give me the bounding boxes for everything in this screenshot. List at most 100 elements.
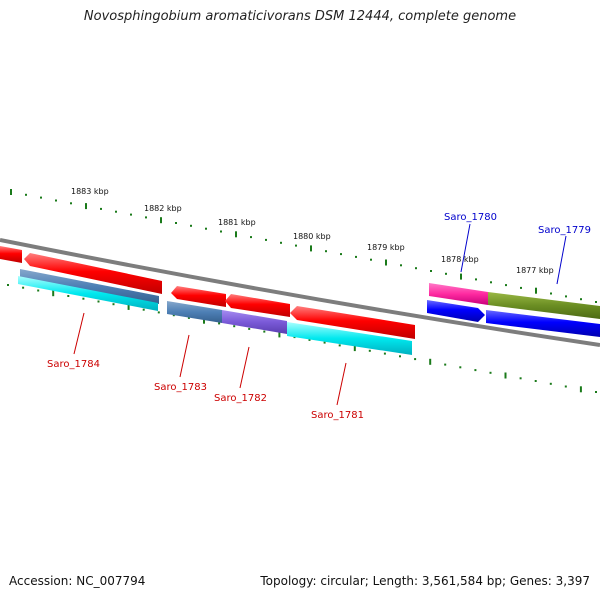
ruler-tick-top-minor bbox=[595, 301, 597, 303]
genome-backbone bbox=[0, 238, 600, 347]
gene-bar-saro-1780[interactable] bbox=[429, 283, 488, 305]
ruler-tick-top-minor bbox=[370, 258, 372, 261]
ruler-tick-top-minor bbox=[550, 292, 552, 295]
ruler-tick-bottom-minor bbox=[459, 366, 462, 369]
ruler-tick-bottom-minor bbox=[595, 391, 597, 393]
ruler-tick-bottom-minor bbox=[338, 344, 341, 347]
ruler-tick-top-minor bbox=[145, 216, 147, 219]
ruler-tick-top-minor bbox=[55, 199, 57, 202]
ruler-tick-bottom-major bbox=[127, 303, 130, 310]
ruler-tick-top-major bbox=[310, 245, 312, 252]
genome-title: Novosphingobium aromaticivorans DSM 1244… bbox=[83, 9, 517, 24]
ruler-tick-top-minor bbox=[25, 193, 27, 196]
cds-arrow-saro-1780[interactable] bbox=[427, 300, 485, 322]
ruler-ticks-bottom bbox=[7, 284, 597, 393]
ruler-tick-top-minor bbox=[100, 207, 102, 210]
gene-bar-saro-1781[interactable] bbox=[287, 322, 412, 355]
forward-gene-track bbox=[427, 283, 600, 337]
ruler-tick-top-minor bbox=[190, 224, 192, 227]
ruler-tick-bottom-minor bbox=[82, 297, 85, 300]
ruler-tick-top-major bbox=[460, 273, 462, 280]
genome-summary-text: Topology: circular; Length: 3,561,584 bp… bbox=[260, 574, 590, 588]
cds-arrow-saro-1783[interactable] bbox=[171, 286, 226, 307]
ruler-tick-bottom-minor bbox=[489, 371, 492, 374]
cds-arrow-saro-1781[interactable] bbox=[290, 306, 415, 339]
cds-arrow-saro-1779[interactable] bbox=[486, 310, 600, 337]
ruler-label-1878: 1878 kbp bbox=[441, 255, 479, 264]
ruler-tick-top-minor bbox=[475, 278, 477, 281]
ruler-tick-top-minor bbox=[265, 238, 267, 241]
cds-arrow-reverse[interactable] bbox=[0, 246, 22, 263]
gene-bar-saro-1784-steel[interactable] bbox=[20, 269, 159, 304]
ruler-tick-top-minor bbox=[115, 210, 117, 213]
ruler-tick-bottom-minor bbox=[248, 327, 251, 330]
ruler-tick-bottom-minor bbox=[323, 341, 326, 344]
ruler-tick-top-minor bbox=[250, 236, 252, 239]
ruler-tick-top-minor bbox=[580, 298, 582, 301]
ruler-tick-top-major bbox=[235, 231, 237, 238]
ruler-tick-bottom-minor bbox=[263, 330, 266, 333]
ruler-tick-top-major bbox=[10, 189, 12, 195]
ruler-tick-bottom-major bbox=[203, 317, 205, 324]
gene-bar-saro-1783[interactable] bbox=[167, 301, 222, 323]
gene-bar-saro-1782[interactable] bbox=[222, 310, 287, 334]
cds-arrow-saro-1784[interactable] bbox=[24, 253, 162, 294]
ruler-tick-bottom-minor bbox=[157, 311, 160, 314]
gene-bar-saro-1784-cyan[interactable] bbox=[18, 276, 158, 311]
ruler-tick-bottom-minor bbox=[383, 352, 386, 355]
gene-label-saro-1783[interactable]: Saro_1783 bbox=[154, 382, 207, 393]
ruler-tick-top-minor bbox=[340, 253, 342, 256]
ruler-label-1880: 1880 kbp bbox=[293, 232, 331, 241]
accession-text: Accession: NC_007794 bbox=[9, 574, 146, 588]
ruler-labels: 1883 kbp 1882 kbp 1881 kbp 1880 kbp 1879… bbox=[71, 187, 554, 275]
ruler-tick-top-minor bbox=[355, 255, 357, 258]
ruler-tick-top-minor bbox=[490, 281, 492, 284]
ruler-tick-top-minor bbox=[445, 272, 447, 275]
ruler-tick-bottom-minor bbox=[172, 314, 175, 317]
gene-label-saro-1781[interactable]: Saro_1781 bbox=[311, 410, 364, 421]
gene-label-saro-1782[interactable]: Saro_1782 bbox=[214, 393, 267, 404]
ruler-label-1883: 1883 kbp bbox=[71, 187, 109, 196]
ruler-tick-bottom-major bbox=[504, 372, 507, 379]
leader-saro-1783 bbox=[179, 334, 190, 378]
leader-saro-1780 bbox=[460, 223, 471, 273]
gene-label-saro-1780[interactable]: Saro_1780 bbox=[444, 212, 497, 223]
ruler-tick-bottom-minor bbox=[22, 286, 25, 289]
reverse-cds-track bbox=[0, 246, 415, 339]
ruler-tick-bottom-minor bbox=[233, 325, 236, 328]
gene-bar-saro-1779[interactable] bbox=[488, 292, 600, 319]
ruler-tick-top-minor bbox=[325, 250, 327, 253]
ruler-tick-bottom-minor bbox=[67, 295, 70, 297]
ruler-tick-top-minor bbox=[400, 264, 402, 267]
ruler-tick-top-minor bbox=[505, 284, 507, 287]
ruler-tick-top-minor bbox=[220, 230, 222, 233]
cds-arrow-saro-1782[interactable] bbox=[225, 294, 290, 317]
leader-saro-1784 bbox=[73, 312, 85, 355]
gene-label-saro-1784[interactable]: Saro_1784 bbox=[47, 359, 100, 370]
ruler-ticks-top bbox=[10, 189, 597, 303]
gene-label-saro-1779[interactable]: Saro_1779 bbox=[538, 225, 591, 236]
ruler-tick-bottom-minor bbox=[549, 382, 552, 385]
ruler-tick-bottom-minor bbox=[564, 385, 567, 388]
ruler-label-1881: 1881 kbp bbox=[218, 218, 256, 227]
ruler-tick-bottom-minor bbox=[534, 380, 537, 382]
ruler-tick-bottom-major bbox=[429, 358, 432, 365]
ruler-tick-top-minor bbox=[175, 222, 177, 224]
ruler-tick-bottom-minor bbox=[187, 316, 190, 319]
ruler-tick-bottom-minor bbox=[218, 322, 221, 325]
ruler-label-1882: 1882 kbp bbox=[144, 204, 182, 213]
ruler-tick-top-minor bbox=[40, 196, 42, 199]
ruler-tick-bottom-minor bbox=[368, 349, 371, 352]
gene-label-leaders bbox=[73, 223, 567, 406]
ruler-label-1879: 1879 kbp bbox=[367, 243, 405, 252]
ruler-tick-top-minor bbox=[205, 227, 207, 230]
ruler-tick-bottom-minor bbox=[37, 289, 40, 292]
ruler-tick-bottom-minor bbox=[474, 369, 477, 372]
ruler-tick-bottom-minor bbox=[142, 308, 145, 311]
ruler-tick-top-major bbox=[385, 259, 387, 266]
ruler-tick-bottom-minor bbox=[7, 284, 9, 286]
ruler-tick-top-minor bbox=[70, 202, 72, 205]
leader-saro-1779 bbox=[556, 235, 567, 285]
